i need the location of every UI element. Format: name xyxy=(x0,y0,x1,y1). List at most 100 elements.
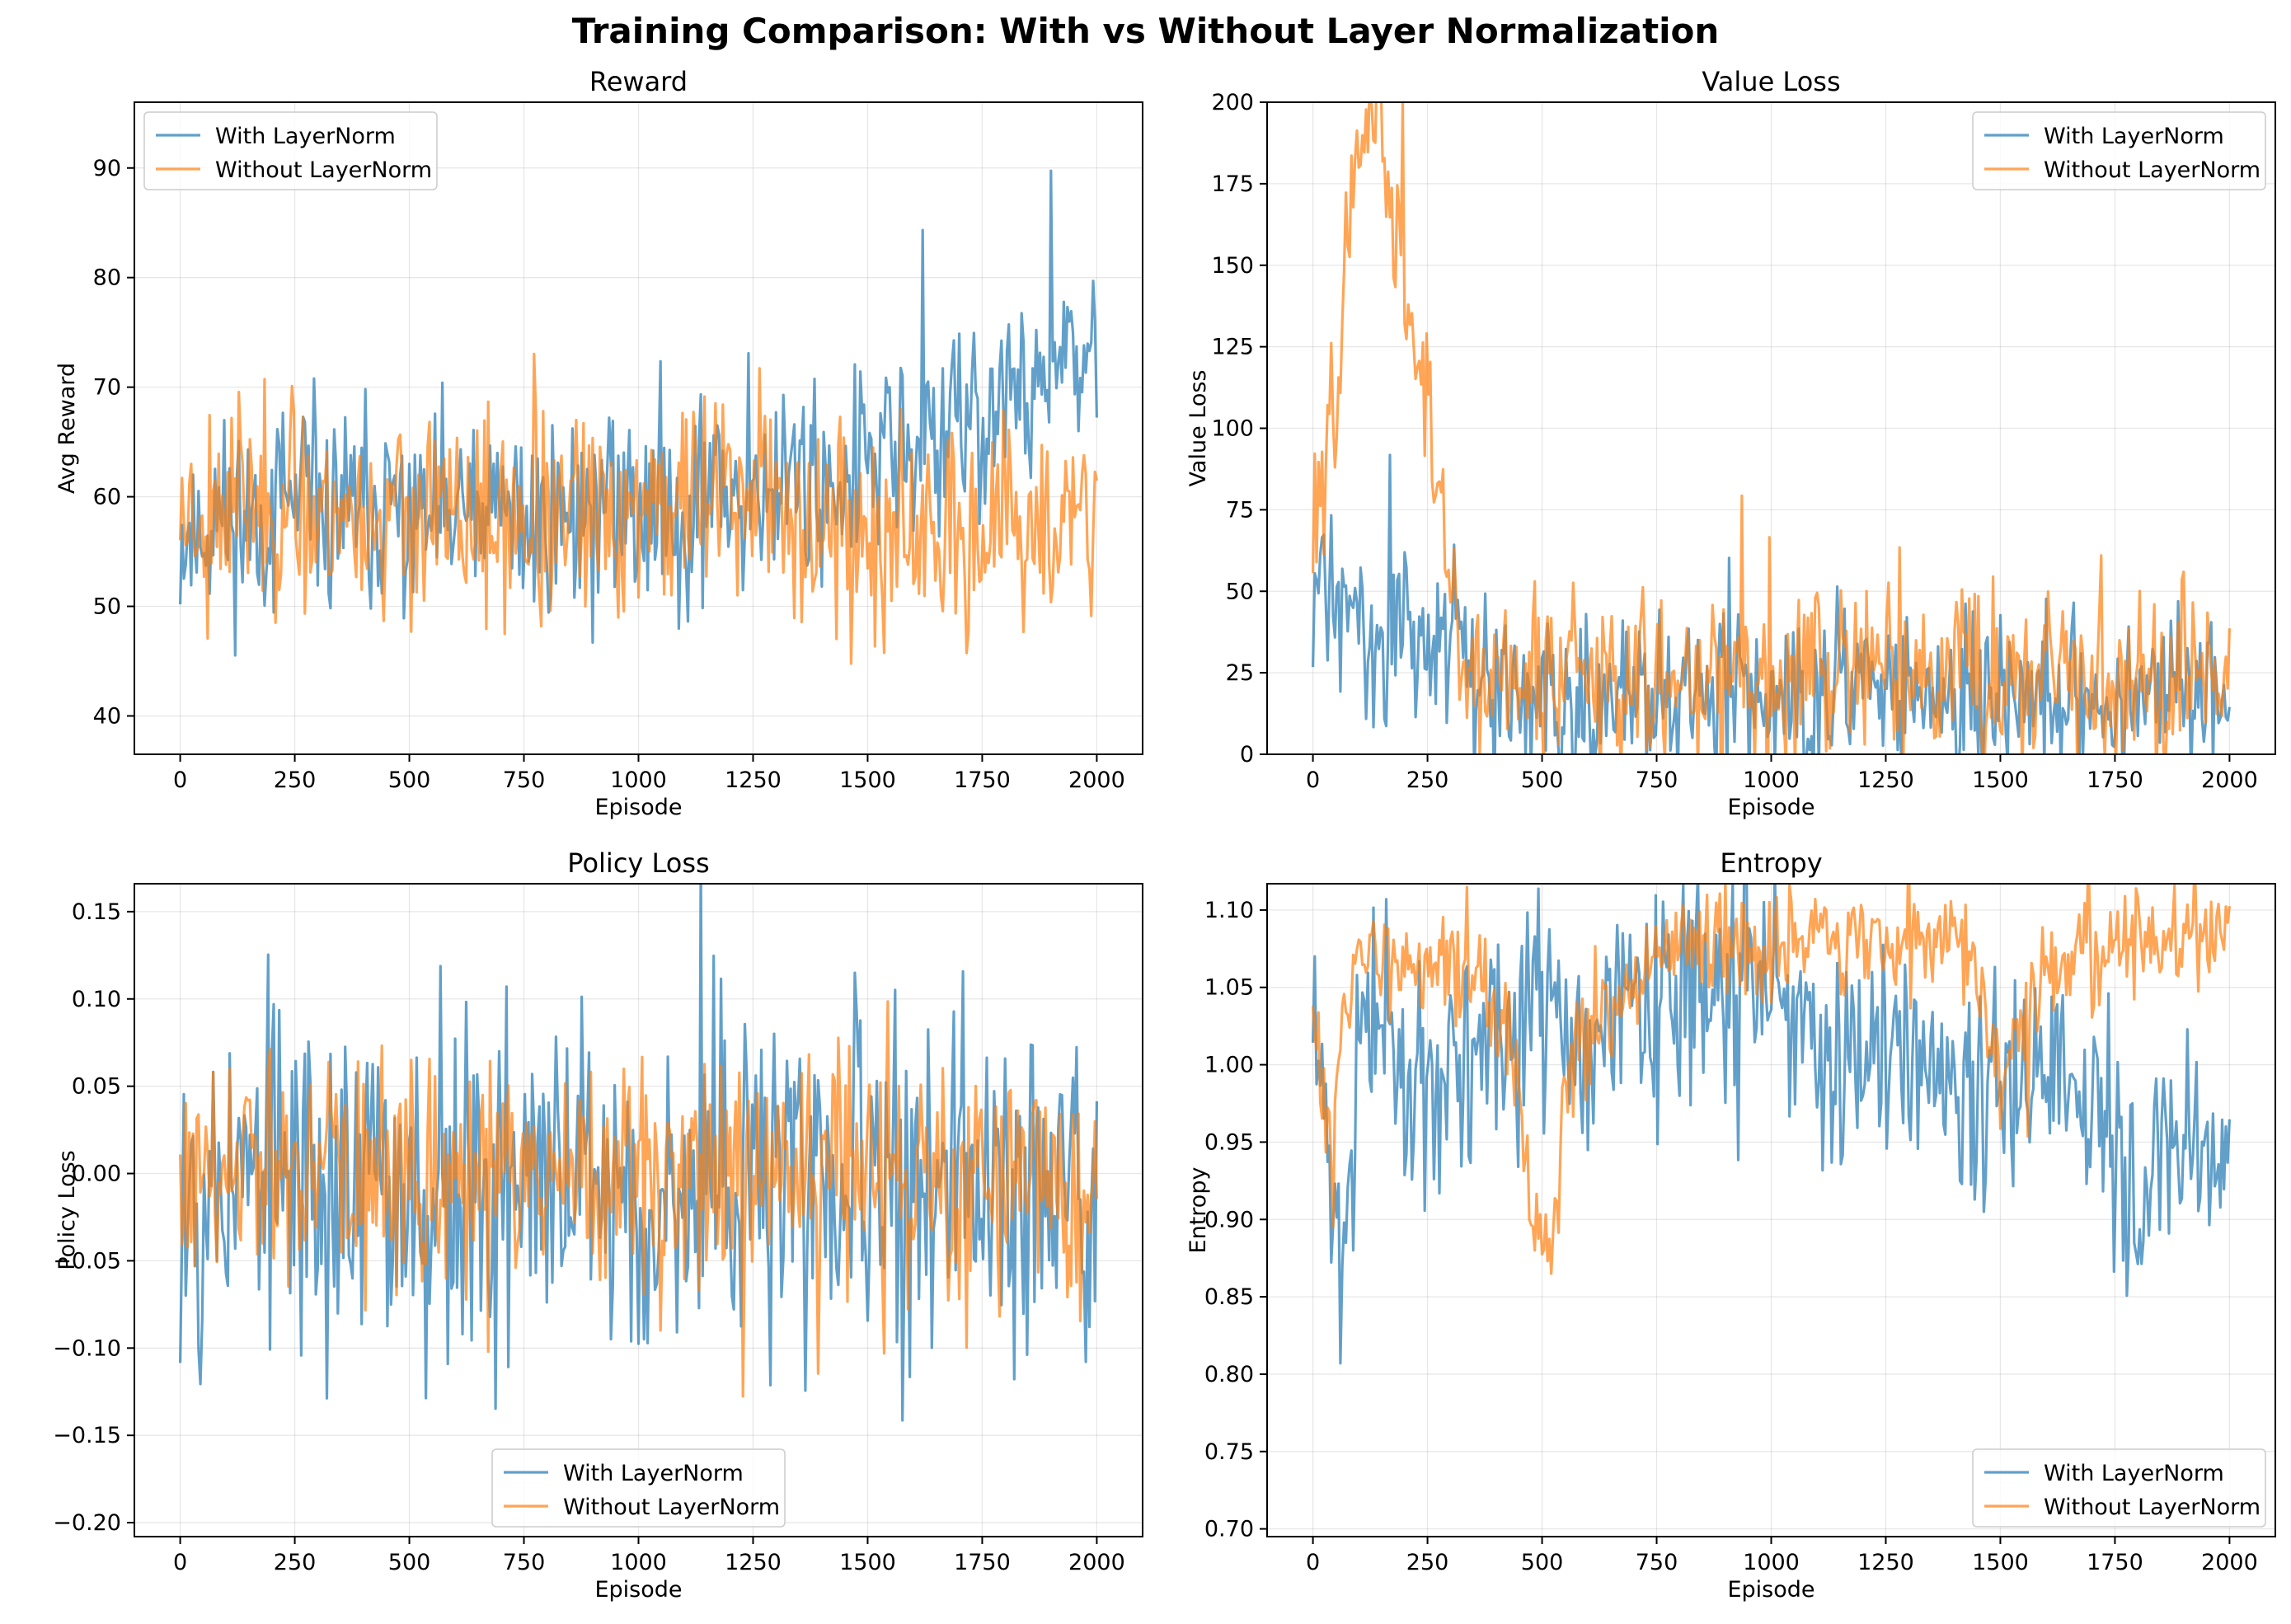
x-tick-label: 1250 xyxy=(1857,1550,1914,1575)
legend-label: With LayerNorm xyxy=(215,124,396,149)
y-tick-label: 150 xyxy=(1211,253,1254,279)
x-tick-label: 500 xyxy=(388,1550,431,1575)
plot-area xyxy=(179,169,1098,665)
x-axis-label: Episode xyxy=(1727,795,1814,820)
y-tick-label: −0.15 xyxy=(53,1423,121,1448)
series-line-without-layernorm xyxy=(179,1000,1098,1398)
series-line-with-layernorm xyxy=(1312,884,2231,1365)
y-tick-label: 200 xyxy=(1211,90,1254,115)
chart-panel-2: 0 250 500 750 1000 1250 1500 1750 2000 0 25 50 75 100… xyxy=(1185,66,2276,820)
plot-area xyxy=(179,884,1098,1422)
x-tick-label: 0 xyxy=(1306,767,1320,793)
x-axis-label: Episode xyxy=(594,795,682,820)
plot-area xyxy=(1312,884,2231,1365)
x-tick-label: 1500 xyxy=(839,1550,896,1575)
series-line-without-layernorm xyxy=(1312,884,2231,1275)
legend-box xyxy=(491,1448,786,1528)
x-tick-label: 500 xyxy=(1521,1550,1564,1575)
y-tick-label: 60 xyxy=(93,485,121,510)
x-axis-label: Episode xyxy=(1727,1577,1814,1603)
legend-label: Without LayerNorm xyxy=(563,1495,780,1520)
x-tick-label: 1500 xyxy=(839,767,896,793)
x-tick-label: 1000 xyxy=(610,767,667,793)
chart-title: Policy Loss xyxy=(567,847,709,879)
x-tick-label: 750 xyxy=(503,767,546,793)
y-axis-label: Entropy xyxy=(1185,1167,1211,1254)
y-tick-label: 25 xyxy=(1226,660,1254,686)
x-tick-label: 2000 xyxy=(1068,767,1125,793)
x-tick-label: 1000 xyxy=(610,1550,667,1575)
y-tick-label: 0.80 xyxy=(1204,1362,1254,1387)
y-tick-label: 80 xyxy=(93,265,121,291)
x-tick-label: 2000 xyxy=(1068,1550,1125,1575)
y-tick-label: 50 xyxy=(93,594,121,620)
y-tick-label: 0.15 xyxy=(72,899,121,925)
legend-label: Without LayerNorm xyxy=(215,157,432,183)
y-tick-label: 125 xyxy=(1211,335,1254,360)
y-tick-label: 1.05 xyxy=(1204,975,1254,1001)
legend-box xyxy=(143,111,438,190)
x-tick-label: 250 xyxy=(274,767,317,793)
figure-title: Training Comparison: With vs Without Lay… xyxy=(572,11,1720,51)
x-tick-label: 1250 xyxy=(725,767,782,793)
y-tick-label: 0.00 xyxy=(72,1162,121,1187)
x-tick-label: 500 xyxy=(388,767,431,793)
x-tick-label: 1000 xyxy=(1743,767,1800,793)
legend-label: Without LayerNorm xyxy=(2044,1495,2260,1520)
x-tick-label: 250 xyxy=(274,1550,317,1575)
x-tick-label: 1750 xyxy=(2087,1550,2143,1575)
y-tick-label: −0.05 xyxy=(53,1248,121,1274)
x-tick-label: 750 xyxy=(503,1550,546,1575)
x-tick-label: 2000 xyxy=(2201,767,2258,793)
x-tick-label: 750 xyxy=(1636,1550,1678,1575)
legend-box xyxy=(1972,111,2266,190)
x-tick-label: 250 xyxy=(1406,767,1449,793)
x-tick-label: 500 xyxy=(1521,767,1564,793)
x-tick-label: 1500 xyxy=(1972,767,2029,793)
x-tick-label: 250 xyxy=(1406,1550,1449,1575)
x-tick-label: 1000 xyxy=(1743,1550,1800,1575)
y-tick-label: 0.10 xyxy=(72,987,121,1012)
y-tick-label: 1.10 xyxy=(1204,898,1254,923)
legend-label: With LayerNorm xyxy=(563,1461,744,1486)
chart-title: Value Loss xyxy=(1702,66,1840,97)
series-line-without-layernorm xyxy=(179,352,1098,665)
legend-label: With LayerNorm xyxy=(2044,1461,2224,1486)
y-tick-label: 100 xyxy=(1211,416,1254,442)
x-axis-label: Episode xyxy=(594,1577,682,1603)
y-tick-label: −0.20 xyxy=(53,1510,121,1536)
y-tick-label: 0.85 xyxy=(1204,1284,1254,1310)
legend-box xyxy=(1972,1448,2266,1528)
y-tick-label: 175 xyxy=(1211,171,1254,197)
y-tick-label: 0.05 xyxy=(72,1074,121,1100)
legend: With LayerNorm Without LayerNorm xyxy=(1972,1448,2266,1528)
legend: With LayerNorm Without LayerNorm xyxy=(1972,111,2266,190)
legend: With LayerNorm Without LayerNorm xyxy=(491,1448,786,1528)
y-axis-label: Avg Reward xyxy=(54,363,80,494)
y-tick-label: 40 xyxy=(93,703,121,729)
x-tick-label: 1750 xyxy=(954,767,1011,793)
legend: With LayerNorm Without LayerNorm xyxy=(143,111,438,190)
x-tick-label: 1250 xyxy=(1857,767,1914,793)
chart-panel-4: 0 250 500 750 1000 1250 1500 1750 2000 0.70 0.75 0.… xyxy=(1185,847,2276,1603)
y-tick-label: 70 xyxy=(93,375,121,401)
series-line-without-layernorm xyxy=(1312,102,2231,754)
x-tick-label: 1250 xyxy=(725,1550,782,1575)
chart-panel-3: 0 250 500 750 1000 1250 1500 1750 2000 −0.20 −0.15… xyxy=(53,847,1143,1603)
y-tick-label: 75 xyxy=(1226,497,1254,523)
y-tick-label: 0.90 xyxy=(1204,1207,1254,1232)
y-tick-label: 0.95 xyxy=(1204,1129,1254,1155)
x-tick-label: 1500 xyxy=(1972,1550,2029,1575)
y-tick-label: 50 xyxy=(1226,579,1254,604)
chart-title: Reward xyxy=(589,66,688,97)
x-tick-label: 0 xyxy=(173,767,187,793)
y-tick-label: 0.75 xyxy=(1204,1439,1254,1465)
y-axis-label: Policy Loss xyxy=(54,1150,80,1270)
chart-title: Entropy xyxy=(1720,847,1822,879)
x-tick-label: 1750 xyxy=(954,1550,1011,1575)
chart-panel-1: 0 250 500 750 1000 1250 1500 1750 2000 40 50 60 70 80… xyxy=(54,66,1143,820)
y-tick-label: 90 xyxy=(93,156,121,181)
y-tick-label: 1.00 xyxy=(1204,1053,1254,1078)
